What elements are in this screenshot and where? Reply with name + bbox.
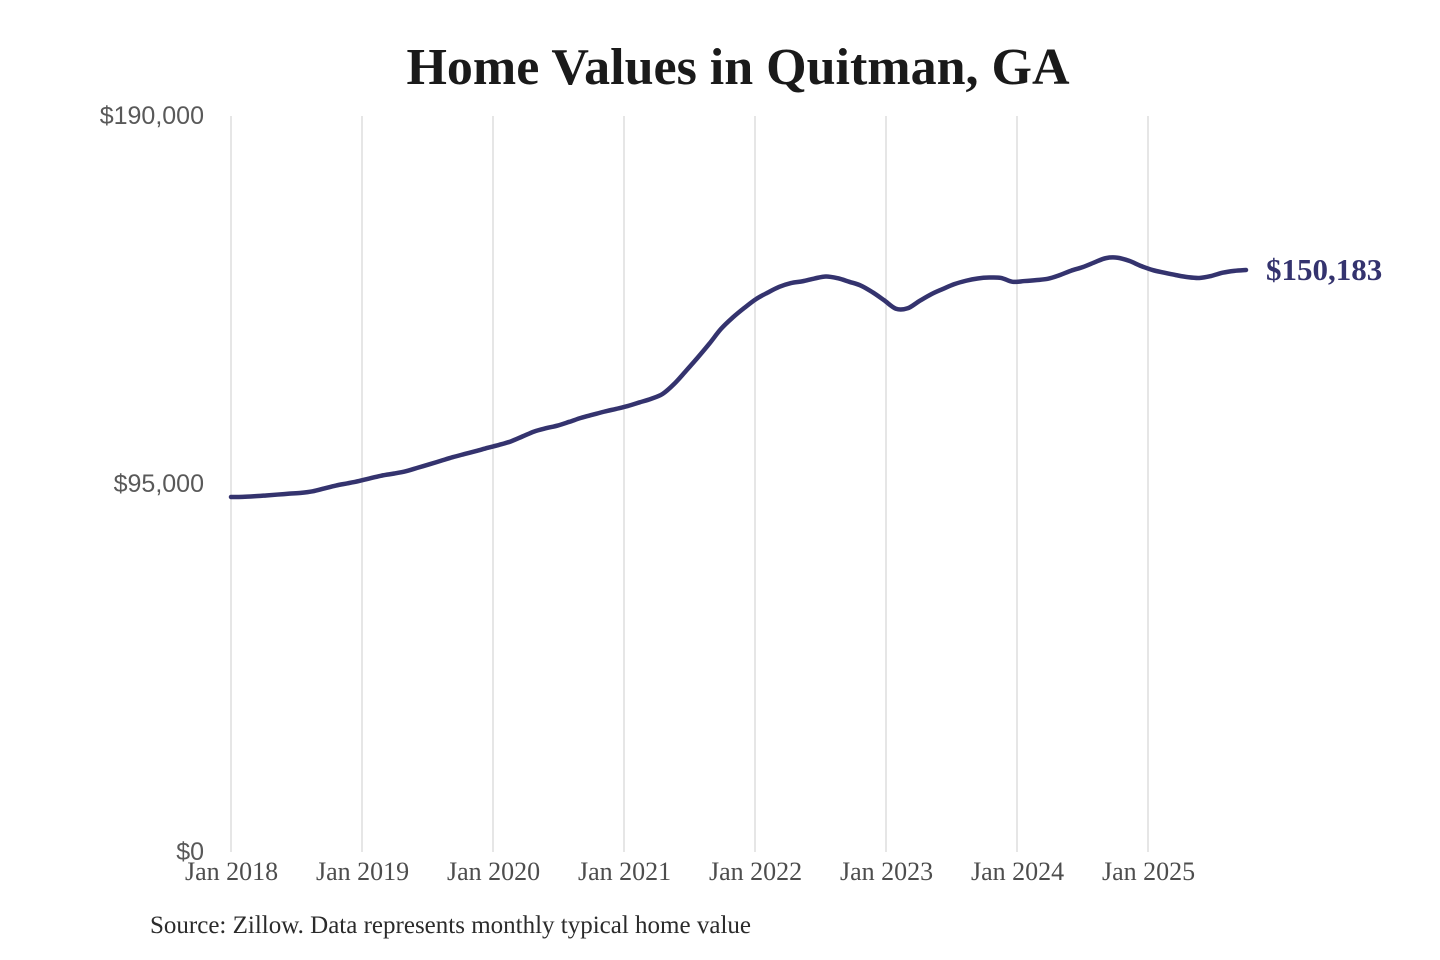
svg-text:Jan 2023: Jan 2023 [840,857,933,886]
svg-text:Jan 2018: Jan 2018 [185,857,278,886]
svg-text:$95,000: $95,000 [114,470,204,498]
svg-text:$190,000: $190,000 [100,102,204,130]
svg-text:Jan 2020: Jan 2020 [447,857,540,886]
svg-text:$150,183: $150,183 [1266,252,1382,287]
svg-text:Jan 2022: Jan 2022 [709,857,802,886]
svg-text:Jan 2024: Jan 2024 [971,857,1064,886]
svg-text:Jan 2025: Jan 2025 [1102,857,1195,886]
svg-text:Jan 2021: Jan 2021 [578,857,671,886]
svg-text:Jan 2019: Jan 2019 [316,857,409,886]
